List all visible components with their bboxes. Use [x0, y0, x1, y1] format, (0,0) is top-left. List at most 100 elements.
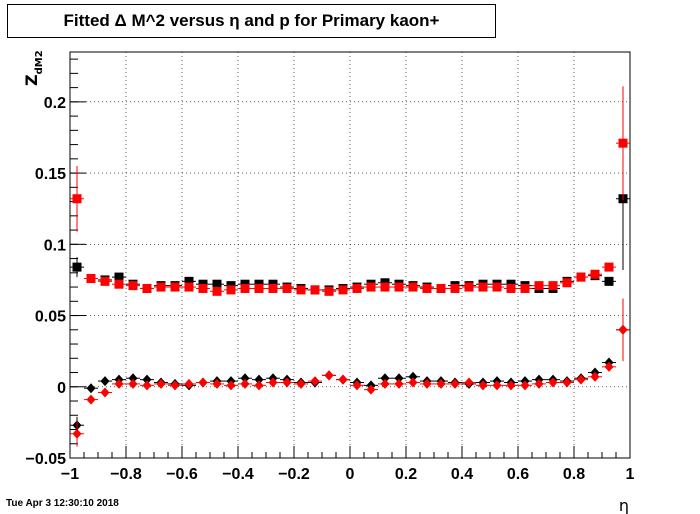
diamond-marker — [240, 378, 250, 389]
data-point — [238, 378, 252, 389]
square-marker — [464, 282, 474, 292]
square-marker — [562, 278, 572, 288]
data-point — [602, 276, 616, 286]
diamond-marker — [324, 370, 334, 381]
data-point — [546, 281, 560, 291]
x-tick-label: −0.4 — [222, 466, 254, 483]
diamond-marker — [436, 378, 446, 389]
grid — [70, 52, 630, 458]
diamond-marker — [100, 376, 110, 387]
diamond-marker — [310, 376, 320, 387]
square-marker — [156, 282, 166, 292]
diamond-marker — [394, 378, 404, 389]
square-marker — [590, 269, 600, 279]
diamond-marker — [562, 377, 572, 388]
data-point — [168, 282, 182, 292]
diamond-marker — [282, 377, 292, 388]
diamond-marker — [618, 324, 628, 335]
data-point — [70, 420, 84, 447]
diamond-marker — [128, 373, 138, 384]
data-point — [126, 281, 140, 291]
square-marker — [478, 282, 488, 292]
square-marker — [142, 283, 152, 293]
square-marker — [422, 283, 432, 293]
square-marker — [520, 283, 530, 293]
data-point — [280, 377, 294, 388]
diamond-marker — [450, 378, 460, 389]
data-point — [434, 378, 448, 389]
diamond-marker — [296, 378, 306, 389]
data-point — [574, 272, 588, 282]
data-point — [224, 380, 238, 391]
data-point — [112, 272, 126, 282]
data-point — [70, 165, 84, 232]
data-point — [504, 380, 518, 391]
y-tick-label: −0.05 — [26, 451, 67, 468]
data-point — [196, 283, 210, 293]
data-point — [84, 394, 98, 405]
data-point — [112, 279, 126, 289]
square-marker — [240, 283, 250, 293]
data-point — [616, 86, 630, 201]
square-marker — [282, 283, 292, 293]
data-point — [84, 383, 98, 394]
data-point — [154, 282, 168, 292]
data-point — [378, 378, 392, 389]
square-marker — [170, 282, 180, 292]
diamond-marker — [590, 371, 600, 382]
square-marker — [128, 281, 138, 291]
data-point — [210, 378, 224, 389]
diamond-marker — [352, 380, 362, 391]
data-point — [280, 283, 294, 293]
data-point — [350, 283, 364, 293]
data-point — [140, 380, 154, 391]
data-point — [210, 279, 224, 289]
data-point — [252, 380, 266, 391]
axes: −1 −0.8 −0.6 −0.4 −0.2 0 0.2 0.4 0.6 0.8 1 −0.05 0 0.… — [26, 58, 635, 483]
diamond-marker — [114, 378, 124, 389]
data-point — [308, 285, 322, 295]
square-marker — [338, 285, 348, 295]
timestamp: Tue Apr 3 12:30:10 2018 — [6, 498, 119, 509]
data-point — [364, 282, 378, 292]
y-tick-label: 0.2 — [44, 95, 66, 112]
diamond-marker — [212, 378, 222, 389]
data-point — [266, 377, 280, 388]
data-point — [140, 283, 154, 293]
data-point — [616, 298, 630, 362]
y-axis-title-main: Z — [22, 74, 41, 86]
data-point — [490, 282, 504, 292]
data-point — [602, 262, 616, 272]
data-point — [532, 378, 546, 389]
square-marker — [548, 281, 558, 291]
diamond-marker — [380, 373, 390, 384]
square-marker — [184, 282, 194, 292]
square-marker — [114, 272, 124, 282]
x-tick-label: −0.8 — [110, 466, 142, 483]
y-tick-label: 0 — [57, 380, 66, 397]
data-point — [406, 282, 420, 292]
data-point — [336, 374, 350, 385]
data-marks — [70, 86, 630, 447]
data-point — [196, 377, 210, 388]
x-tick-label: 0.8 — [563, 466, 585, 483]
chart-title: Fitted Δ M^2 versus η and p for Primary … — [7, 4, 496, 38]
square-marker — [380, 282, 390, 292]
data-point — [154, 378, 168, 389]
diamond-marker — [268, 377, 278, 388]
square-marker — [604, 276, 614, 286]
square-marker — [254, 283, 264, 293]
diamond-marker — [142, 374, 152, 385]
data-point — [420, 283, 434, 293]
data-point — [252, 283, 266, 293]
square-marker — [198, 283, 208, 293]
square-marker — [114, 279, 124, 289]
diamond-marker — [366, 384, 376, 395]
data-point — [266, 283, 280, 293]
x-tick-label: 0 — [346, 466, 355, 483]
data-point — [308, 376, 322, 387]
diamond-marker — [576, 374, 586, 385]
square-marker — [618, 138, 628, 148]
y-axis-title-subscript: dM2 — [34, 50, 45, 74]
diamond-marker — [422, 378, 432, 389]
